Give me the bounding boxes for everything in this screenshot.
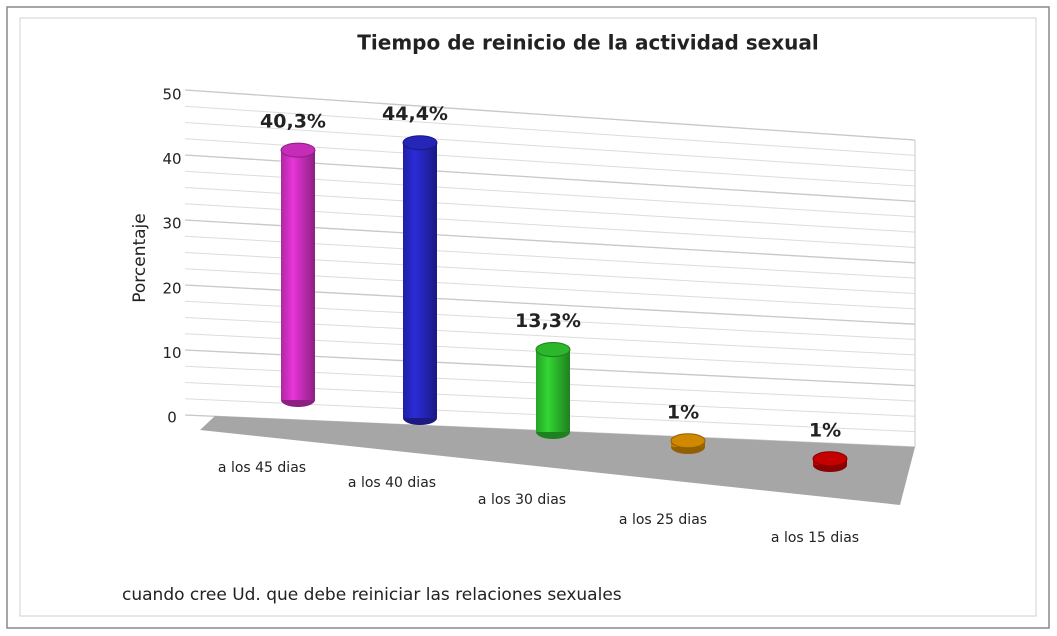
y-tick-label: 50 [162,86,181,104]
bar [403,142,437,418]
chart-area [19,17,1037,617]
data-label: 1% [809,419,841,441]
x-axis-label: cuando cree Ud. que debe reiniciar las r… [122,585,622,605]
y-axis-label: Porcentaje [130,213,150,303]
data-label: 40,3% [260,111,326,133]
x-tick-label: a los 15 dias [771,530,859,546]
cylinder-top [402,135,438,151]
minor-grid-line [184,105,916,156]
x-tick-label: a los 30 dias [478,492,566,508]
cylinder-top [535,342,571,358]
y-tick-label: 20 [162,279,181,297]
data-label: 44,4% [382,103,448,125]
bar [536,349,570,432]
y-tick-label: 30 [162,215,181,233]
x-tick-label: a los 25 dias [619,512,707,528]
y-tick-label: 0 [167,409,177,427]
minor-grid-line [184,122,916,172]
grid-line [184,89,916,141]
floor [200,416,915,505]
data-label: 13,3% [515,310,581,332]
bar [281,150,315,400]
y-tick-label: 10 [162,344,181,362]
chart-title: Tiempo de reinicio de la actividad sexua… [357,31,818,55]
cylinder-top [670,433,706,449]
cylinder-top [812,451,848,467]
x-tick-label: a los 45 dias [218,460,306,476]
y-tick-label: 40 [162,150,181,168]
cylinder-top [280,142,316,158]
x-tick-label: a los 40 dias [348,475,436,491]
data-label: 1% [667,401,699,423]
